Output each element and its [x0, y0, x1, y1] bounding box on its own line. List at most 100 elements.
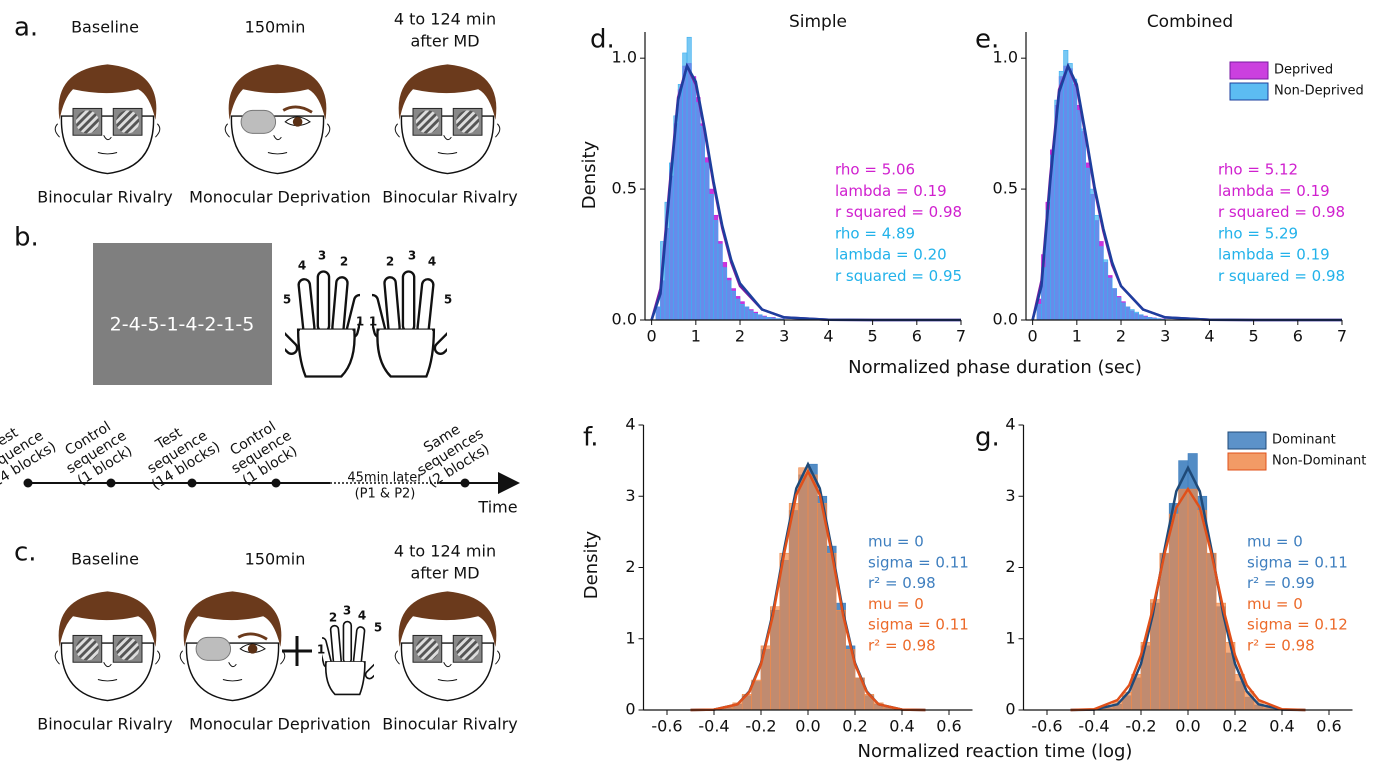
y-tick-label: 1 [625, 628, 635, 647]
histogram-bar [807, 474, 818, 711]
y-axis-label: Density [579, 140, 600, 209]
histogram-bar [717, 243, 723, 321]
legend-label: Non-Deprived [1274, 84, 1364, 99]
x-tick-label: 0.0 [795, 717, 820, 736]
face [394, 590, 501, 702]
y-tick-label: 4 [625, 415, 635, 434]
histogram-bar [708, 194, 714, 321]
histogram-bar [748, 310, 754, 321]
y-tick-label: 0.0 [612, 310, 637, 329]
stat-label: r² = 0.98 [1247, 637, 1315, 655]
y-tick-label: 0 [625, 700, 635, 719]
legend-swatch [1229, 82, 1269, 101]
stat-label: mu = 0 [1247, 533, 1303, 551]
histogram-bar [788, 503, 799, 711]
finger-number: 1 [317, 643, 325, 657]
fit-line [1070, 465, 1306, 712]
face [224, 63, 331, 175]
histogram-bar [1133, 311, 1139, 321]
x-tick-label: 0.2 [1222, 717, 1247, 736]
x-tick-label: 0.6 [936, 717, 961, 736]
gap-label: 45min later [347, 471, 423, 486]
finger-number: 1 [369, 315, 377, 329]
stat-label: r² = 0.98 [868, 574, 936, 592]
x-tick-label: 2 [1116, 327, 1126, 346]
histogram-bar [682, 52, 688, 321]
stat-label: lambda = 0.20 [835, 246, 947, 264]
face [394, 63, 501, 175]
stat-label: lambda = 0.19 [1218, 182, 1330, 200]
panel-letter: e. [975, 25, 999, 55]
stat-label: sigma = 0.11 [868, 553, 969, 571]
label: 150min [245, 550, 306, 569]
histogram-bar [1063, 50, 1069, 321]
x-tick-label: 1 [691, 327, 701, 346]
face [54, 590, 161, 702]
label: after MD [410, 32, 479, 51]
stat-label: r squared = 0.98 [1218, 203, 1345, 221]
label: 4 to 124 min [394, 10, 496, 29]
stat-label: sigma = 0.11 [1247, 553, 1348, 571]
histogram-bar [739, 303, 745, 321]
legend-swatch [1227, 452, 1267, 471]
histogram-bar [735, 298, 741, 321]
histogram-bar [686, 36, 692, 321]
finger-number: 5 [283, 293, 291, 307]
label: Baseline [71, 550, 139, 569]
y-tick-label: 0.0 [993, 310, 1018, 329]
label: 150min [245, 18, 306, 37]
x-tick-label: 0 [647, 327, 657, 346]
histogram-bar [1187, 488, 1198, 711]
histogram-bar [1094, 214, 1100, 321]
plus [282, 636, 312, 666]
histogram-bar [1168, 513, 1179, 711]
panel-letter: b. [14, 223, 39, 253]
x-tick-label: 5 [868, 327, 878, 346]
x-tick-label: 5 [1249, 327, 1259, 346]
finger-number: 5 [374, 621, 382, 635]
stat-label: r squared = 0.98 [835, 203, 962, 221]
histogram-bar [1089, 188, 1095, 321]
y-tick-label: 0.5 [612, 179, 637, 198]
histogram-bar [1111, 288, 1117, 321]
label: 4 to 124 min [394, 542, 496, 561]
stat-label: rho = 4.89 [835, 224, 915, 242]
finger-number: 4 [358, 609, 366, 623]
finger-number: 3 [408, 249, 416, 263]
label: Binocular Rivalry [37, 715, 173, 734]
y-tick-label: 1.0 [993, 48, 1018, 67]
x-tick-label: 4 [823, 327, 833, 346]
panel-letter: a. [14, 13, 38, 43]
histogram-bar [1067, 63, 1073, 321]
histogram-bar [1116, 297, 1122, 321]
histogram-bar [744, 306, 750, 321]
finger-number: 4 [428, 255, 436, 269]
x-tick-label: 6 [1293, 327, 1303, 346]
y-tick-label: 4 [1005, 415, 1015, 434]
stat-label: mu = 0 [1247, 595, 1303, 613]
finger-number: 3 [318, 249, 326, 263]
fit-line [690, 468, 926, 712]
stat-label: lambda = 0.19 [1218, 246, 1330, 264]
y-tick-label: 0.5 [993, 179, 1018, 198]
histogram-bar [1085, 167, 1091, 321]
histogram-bar [677, 84, 683, 321]
x-tick-label: 0.4 [889, 717, 914, 736]
y-tick-label: 1.0 [612, 48, 637, 67]
histogram-bar [1129, 309, 1135, 321]
finger-number: 5 [444, 293, 452, 307]
x-tick-label: -0.2 [745, 717, 776, 736]
finger-number: 2 [340, 255, 348, 269]
panel-letter: c. [14, 538, 37, 568]
histogram-bar [699, 125, 705, 321]
histogram-bar [726, 280, 732, 321]
histogram-bar [826, 552, 837, 711]
stat-label: r² = 0.99 [1247, 574, 1315, 592]
stat-label: r² = 0.98 [868, 637, 936, 655]
x-tick-label: 0.0 [1175, 717, 1200, 736]
x-tick-label: 6 [912, 327, 922, 346]
x-tick-label: 7 [956, 327, 966, 346]
